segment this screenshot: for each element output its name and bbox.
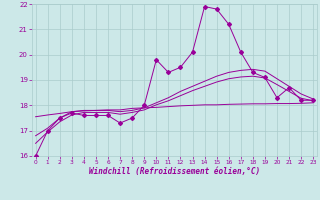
X-axis label: Windchill (Refroidissement éolien,°C): Windchill (Refroidissement éolien,°C) xyxy=(89,167,260,176)
